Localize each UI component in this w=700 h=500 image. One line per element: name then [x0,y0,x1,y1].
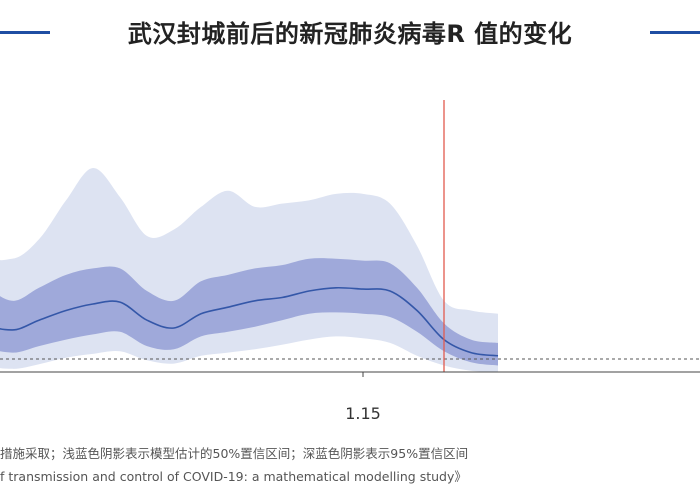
footnote-intervals: 措施采取；浅蓝色阴影表示模型估计的50%置信区间；深蓝色阴影表示95%置信区间 [0,446,469,461]
band-50-area [0,258,498,366]
footnote-source: f transmission and control of COVID-19: … [0,469,467,484]
median-line [0,286,499,357]
title-bar: 武汉封城前后的新冠肺炎病毒R 值的变化 [0,0,700,64]
x-tick-label: 1.15 [345,404,381,423]
plot-area: 1.11.15 [0,100,700,423]
plot-clip-group [0,167,700,372]
title-rule-right [650,31,700,34]
chart-title: 武汉封城前后的新冠肺炎病毒R 值的变化 [127,20,573,48]
title-rule-left [0,31,50,34]
